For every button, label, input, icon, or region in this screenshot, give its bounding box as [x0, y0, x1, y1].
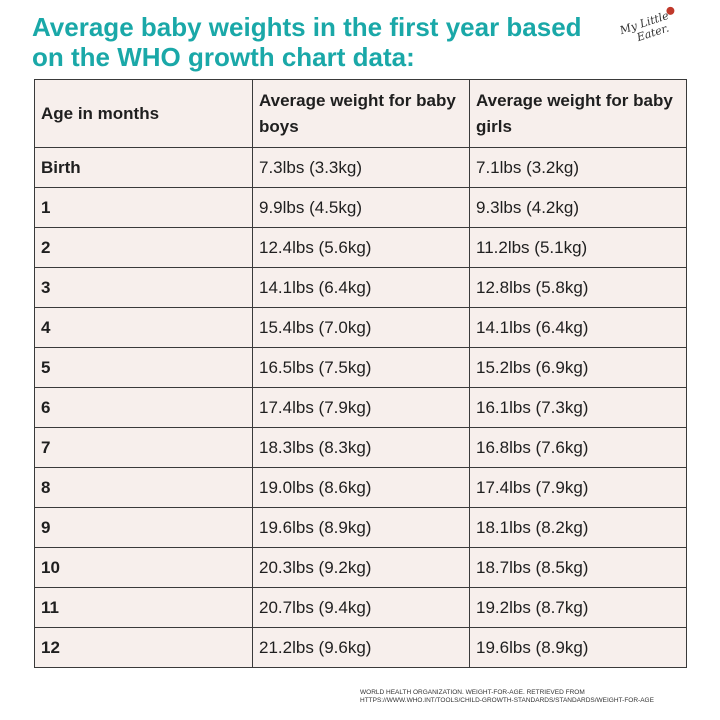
- cell-age: 6: [34, 387, 253, 428]
- cell-age: 7: [34, 427, 253, 468]
- cell-boys-weight: 16.5lbs (7.5kg): [252, 347, 470, 388]
- header-age: Age in months: [34, 79, 253, 148]
- cell-age: 3: [34, 267, 253, 308]
- table-row: 12 21.2lbs (9.6kg) 19.6lbs (8.9kg): [34, 627, 687, 668]
- header-boys: Average weight for baby boys: [252, 79, 470, 148]
- cell-age: 8: [34, 467, 253, 508]
- table-row: 7 18.3lbs (8.3kg) 16.8lbs (7.6kg): [34, 427, 687, 468]
- header-girls: Average weight for baby girls: [469, 79, 687, 148]
- cell-boys-weight: 19.0lbs (8.6kg): [252, 467, 470, 508]
- table-row: 4 15.4lbs (7.0kg) 14.1lbs (6.4kg): [34, 307, 687, 348]
- cell-boys-weight: 20.3lbs (9.2kg): [252, 547, 470, 588]
- cell-girls-weight: 14.1lbs (6.4kg): [469, 307, 687, 348]
- cell-boys-weight: 14.1lbs (6.4kg): [252, 267, 470, 308]
- cell-boys-weight: 12.4lbs (5.6kg): [252, 227, 470, 268]
- cell-girls-weight: 12.8lbs (5.8kg): [469, 267, 687, 308]
- brand-logo: My Little Eater.: [618, 4, 695, 58]
- cell-age: 2: [34, 227, 253, 268]
- table-row: Birth 7.3lbs (3.3kg) 7.1lbs (3.2kg): [34, 147, 687, 188]
- cell-boys-weight: 20.7lbs (9.4kg): [252, 587, 470, 628]
- cell-age: 4: [34, 307, 253, 348]
- table-row: 2 12.4lbs (5.6kg) 11.2lbs (5.1kg): [34, 227, 687, 268]
- cell-boys-weight: 19.6lbs (8.9kg): [252, 507, 470, 548]
- cell-age: Birth: [34, 147, 253, 188]
- cell-age: 9: [34, 507, 253, 548]
- page-title: Average baby weights in the first year b…: [32, 12, 582, 72]
- source-citation: World Health Organization. Weight-for-ag…: [360, 689, 690, 705]
- cell-girls-weight: 16.1lbs (7.3kg): [469, 387, 687, 428]
- cell-girls-weight: 15.2lbs (6.9kg): [469, 347, 687, 388]
- cell-boys-weight: 9.9lbs (4.5kg): [252, 187, 470, 228]
- source-line-2: https://www.who.int/tools/child-growth-s…: [360, 697, 654, 704]
- cell-boys-weight: 7.3lbs (3.3kg): [252, 147, 470, 188]
- cell-girls-weight: 16.8lbs (7.6kg): [469, 427, 687, 468]
- cell-age: 10: [34, 547, 253, 588]
- cell-girls-weight: 18.7lbs (8.5kg): [469, 547, 687, 588]
- table-row: 8 19.0lbs (8.6kg) 17.4lbs (7.9kg): [34, 467, 687, 508]
- cell-girls-weight: 18.1lbs (8.2kg): [469, 507, 687, 548]
- table-row: 3 14.1lbs (6.4kg) 12.8lbs (5.8kg): [34, 267, 687, 308]
- table-row: 5 16.5lbs (7.5kg) 15.2lbs (6.9kg): [34, 347, 687, 388]
- cell-boys-weight: 15.4lbs (7.0kg): [252, 307, 470, 348]
- cell-girls-weight: 17.4lbs (7.9kg): [469, 467, 687, 508]
- weight-table: Age in months Average weight for baby bo…: [34, 79, 687, 668]
- cell-boys-weight: 18.3lbs (8.3kg): [252, 427, 470, 468]
- table-header-row: Age in months Average weight for baby bo…: [34, 79, 687, 148]
- cell-girls-weight: 19.6lbs (8.9kg): [469, 627, 687, 668]
- table-row: 1 9.9lbs (4.5kg) 9.3lbs (4.2kg): [34, 187, 687, 228]
- table-row: 6 17.4lbs (7.9kg) 16.1lbs (7.3kg): [34, 387, 687, 428]
- cell-age: 11: [34, 587, 253, 628]
- cell-age: 1: [34, 187, 253, 228]
- cell-age: 12: [34, 627, 253, 668]
- table-row: 11 20.7lbs (9.4kg) 19.2lbs (8.7kg): [34, 587, 687, 628]
- cell-age: 5: [34, 347, 253, 388]
- cell-girls-weight: 11.2lbs (5.1kg): [469, 227, 687, 268]
- cell-boys-weight: 21.2lbs (9.6kg): [252, 627, 470, 668]
- table-body: Birth 7.3lbs (3.3kg) 7.1lbs (3.2kg) 1 9.9lbs…: [34, 147, 687, 668]
- cell-boys-weight: 17.4lbs (7.9kg): [252, 387, 470, 428]
- cell-girls-weight: 19.2lbs (8.7kg): [469, 587, 687, 628]
- cell-girls-weight: 9.3lbs (4.2kg): [469, 187, 687, 228]
- source-line-1: World Health Organization. Weight-for-ag…: [360, 689, 585, 696]
- cell-girls-weight: 7.1lbs (3.2kg): [469, 147, 687, 188]
- table-row: 9 19.6lbs (8.9kg) 18.1lbs (8.2kg): [34, 507, 687, 548]
- table-row: 10 20.3lbs (9.2kg) 18.7lbs (8.5kg): [34, 547, 687, 588]
